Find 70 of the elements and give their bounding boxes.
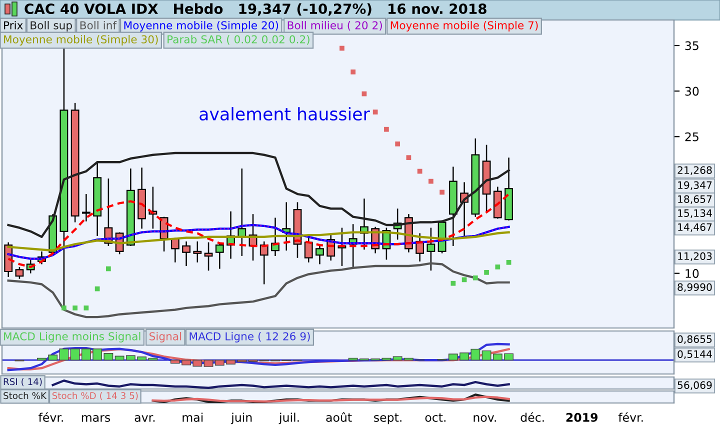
point: [484, 270, 489, 275]
point: [440, 190, 444, 195]
point: [350, 70, 356, 74]
y-tick-label: 35: [685, 41, 698, 50]
y-tick-label: 30: [685, 86, 699, 96]
point: [106, 266, 111, 272]
x-tick-label: mai: [182, 412, 203, 422]
text: Boll inf: [80, 21, 117, 30]
x-tick-label: août: [326, 412, 352, 422]
point: [406, 155, 412, 160]
annotation: avalement haussier: [200, 107, 370, 121]
bar: [204, 360, 214, 367]
text: Moyenne mobile (Simple 20): [124, 21, 278, 32]
candlestick: [193, 240, 202, 264]
text: 14,467: [678, 223, 712, 232]
point: [372, 110, 378, 114]
point: [495, 264, 500, 270]
text: 11,203: [678, 252, 712, 261]
text: 19,347: [678, 181, 712, 190]
series-label: Signal: [150, 332, 182, 342]
series-label: MACD Ligne ( 12 26 9): [190, 332, 310, 342]
point: [84, 306, 89, 310]
x-tick-label: sept.: [374, 413, 402, 424]
text: 21,268: [678, 166, 712, 175]
series-label: RSI ( 14): [4, 378, 42, 386]
x-tick-label: mars: [82, 415, 110, 422]
point: [340, 46, 344, 51]
text: 8,9990: [678, 283, 712, 292]
text: Boll sup: [30, 21, 72, 32]
point: [450, 280, 456, 286]
x-tick-label: nov.: [474, 415, 496, 422]
point: [506, 260, 512, 265]
candlestick: [316, 244, 324, 265]
text: 15,134: [678, 209, 712, 218]
text: 18,657: [678, 195, 712, 204]
point: [62, 306, 66, 310]
chart-title: CAC 40 VOLA IDX Hebdo 19,347 (-10,27%) 16 nov. 2018: [24, 3, 486, 16]
text: Parab SAR ( 0.02 0.02 0.2): [168, 35, 310, 45]
point: [72, 306, 78, 310]
series-label: Stoch %D ( 14 3 5): [52, 392, 138, 400]
text: Boll milieu ( 20 2): [288, 21, 382, 31]
point: [472, 275, 478, 280]
text: Moyenne mobile (Simple 30): [4, 35, 158, 46]
line-series: [7, 152, 510, 238]
candlestick: [15, 266, 24, 280]
text: 0,5144: [678, 350, 712, 359]
x-tick-label: 2019: [566, 412, 598, 422]
y-tick-label: 25: [685, 132, 698, 142]
x-tick-label: juil.: [278, 412, 299, 424]
point: [384, 126, 389, 132]
series-label: MACD Ligne moins Signal: [4, 332, 140, 342]
x-tick-label: févr.: [38, 412, 63, 422]
x-tick-label: avr.: [134, 415, 155, 422]
x-tick-label: juin: [230, 412, 252, 424]
text: Stoch %K: [4, 392, 47, 400]
candlestick: [82, 193, 90, 222]
text: Moyenne mobile (Simple 7): [390, 21, 538, 32]
candlestick: [426, 227, 436, 272]
point: [395, 142, 400, 146]
candlestick: [204, 242, 213, 272]
x-tick-label: févr.: [618, 412, 643, 422]
y-tick-label: 10: [686, 269, 699, 278]
text: 56,069: [678, 381, 712, 390]
point: [428, 178, 434, 184]
line-series: [7, 262, 510, 318]
x-tick-label: déc.: [520, 412, 544, 422]
text: 0,8655: [678, 335, 712, 344]
text: Prix: [4, 21, 23, 30]
candlestick: [182, 240, 190, 267]
x-tick-label: oct.: [425, 413, 446, 422]
